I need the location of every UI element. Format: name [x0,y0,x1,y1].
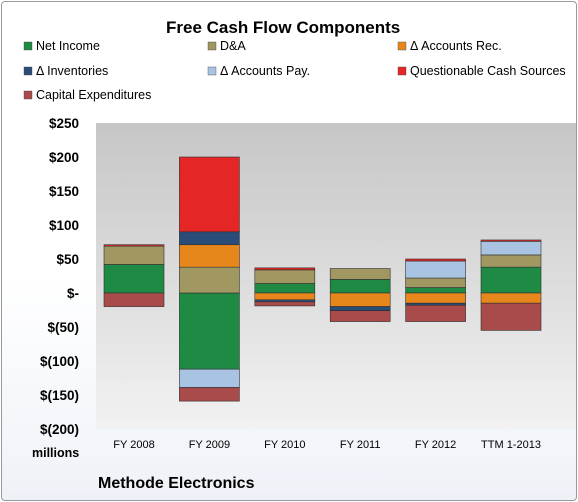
x-tick-label: FY 2011 [340,439,381,451]
x-tick-label: FY 2009 [189,439,230,451]
legend-label-inventories: Δ Inventories [36,64,108,78]
bar-segment-questionable-cash-sources [405,258,466,262]
x-tick-label: TTM 1-2013 [481,439,541,451]
y-axis: $250 $200 $150 $100 $50 $- $(50) $(100) $(150) $(… [40,116,79,437]
legend-swatch-net-income [23,41,33,51]
bar-segment-inventories [329,306,391,311]
bar-segment-net-income [329,279,391,294]
bar-segment-capital-expenditures [179,387,240,402]
y-tick-label: $(50) [47,320,79,335]
legend-swatch-accounts-rec [397,41,407,51]
bar-segment-net-income [254,283,316,294]
bar-segment-accounts-pay [405,260,466,279]
bar-segment-d-a [103,245,165,265]
legend-swatch-d-a [207,41,217,51]
y-tick-label: $50 [56,252,79,267]
bar-segment-capital-expenditures [103,292,165,307]
bar-segment-d-a [480,254,542,268]
bar-segment-net-income [179,292,240,370]
legend-label-questionable-cash-sources: Questionable Cash Sources [410,64,566,78]
y-tick-label: $150 [49,184,79,199]
bar-segment-accounts-rec [480,292,542,304]
bar-segment-inventories [254,299,316,303]
legend: Net Income D&A Δ Accounts Rec. Δ Inventorie… [23,39,566,102]
legend-label-capital-expenditures: Capital Expenditures [36,88,151,102]
x-tick-label: FY 2010 [264,439,305,451]
y-tick-label: $250 [49,116,79,131]
y-tick-label: $(150) [40,388,79,403]
bar-segment-accounts-rec [254,292,316,301]
bar-segment-accounts-rec [405,292,466,304]
legend-swatch-inventories [23,66,33,76]
bars [103,156,542,402]
y-tick-label: $200 [49,150,79,165]
legend-label-d-a: D&A [220,39,246,53]
x-tick-label: FY 2012 [415,439,456,451]
bar-segment-net-income [103,264,165,294]
company-name: Methode Electronics [98,475,255,492]
bar-segment-capital-expenditures [329,310,391,322]
chart-title: Free Cash Flow Components [166,18,400,37]
legend-label-accounts-rec: Δ Accounts Rec. [410,39,502,53]
y-unit-label: millions [32,446,79,460]
bar-segment-d-a [405,277,466,288]
bar-segment-accounts-pay [179,368,240,388]
bar-segment-questionable-cash-sources [179,156,240,233]
legend-label-net-income: Net Income [36,39,100,53]
bar-segment-capital-expenditures [405,304,466,322]
y-tick-label: $- [67,286,79,301]
bar-segment-questionable-cash-sources [480,239,542,242]
legend-swatch-questionable-cash-sources [397,66,407,76]
bar-segment-questionable-cash-sources [103,244,165,247]
bar-segment-accounts-rec [329,292,391,307]
bar-segment-capital-expenditures [480,302,542,331]
legend-label-accounts-pay: Δ Accounts Pay. [220,64,310,78]
bar-segment-d-a [254,269,316,284]
x-tick-label: FY 2008 [113,439,154,451]
legend-swatch-capital-expenditures [23,90,33,100]
legend-swatch-accounts-pay [207,66,217,76]
bar-segment-d-a [179,266,240,294]
bar-segment-inventories [405,302,466,306]
bar-segment-inventories [179,231,240,246]
bar-segment-net-income [480,266,542,294]
bar-segment-net-income [405,287,466,294]
bar-segment-accounts-rec [179,244,240,268]
y-tick-label: $(200) [40,422,79,437]
y-tick-label: $(100) [40,354,79,369]
x-axis: FY 2008 FY 2009 FY 2010 FY 2011 FY 2012 TTM 1… [113,439,541,451]
bar-segment-questionable-cash-sources [254,267,316,271]
bar-segment-accounts-pay [480,241,542,256]
bar-segment-d-a [329,268,391,280]
bar-segment-capital-expenditures [254,301,316,307]
y-tick-label: $100 [49,218,79,233]
